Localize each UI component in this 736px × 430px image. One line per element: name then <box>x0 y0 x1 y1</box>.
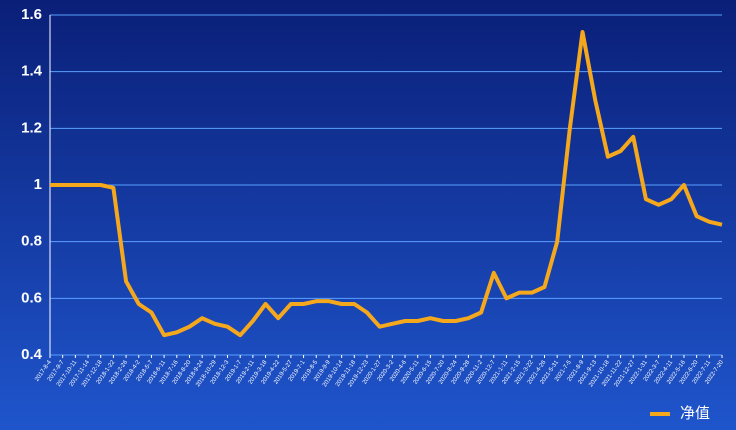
y-tick-label: 1.4 <box>21 63 43 80</box>
y-tick-label: 0.6 <box>21 289 42 306</box>
line <box>50 30 723 338</box>
y-tick-label: 0.4 <box>21 346 43 363</box>
legend-label: 净值 <box>680 405 710 422</box>
y-tick-label: 1.2 <box>21 119 42 136</box>
y-tick-label: 0.8 <box>21 233 42 250</box>
y-tick-label: 1 <box>34 176 42 193</box>
y-tick-label: 1.6 <box>21 6 42 23</box>
